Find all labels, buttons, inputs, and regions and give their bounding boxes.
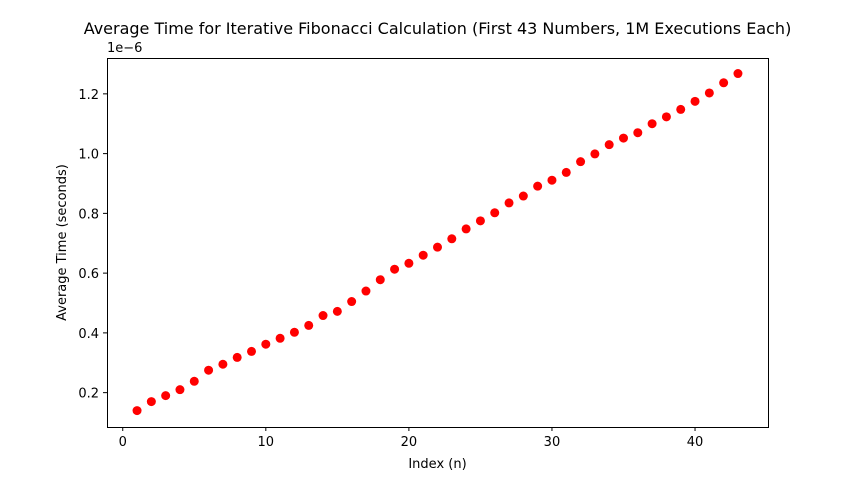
data-point	[189, 376, 199, 386]
data-point	[618, 133, 628, 143]
x-axis-label: Index (n)	[408, 457, 466, 472]
data-point	[404, 258, 414, 268]
y-axis-label: Average Time (seconds)	[55, 164, 70, 321]
data-point	[175, 385, 185, 395]
data-point	[232, 352, 242, 362]
data-point	[719, 78, 729, 88]
data-point	[633, 128, 643, 138]
data-point	[690, 96, 700, 106]
data-point	[676, 104, 686, 114]
data-point	[647, 119, 657, 129]
data-point	[561, 167, 571, 177]
x-tick-label: 20	[401, 435, 418, 450]
data-point	[518, 191, 528, 201]
data-point	[304, 320, 314, 330]
y-tick-label: 0.6	[78, 267, 99, 282]
data-point	[661, 112, 671, 122]
y-tick-label: 1.2	[78, 88, 99, 103]
data-point	[247, 346, 257, 356]
data-points	[132, 69, 743, 416]
chart-title: Average Time for Iterative Fibonacci Cal…	[84, 19, 792, 38]
data-point	[504, 198, 514, 208]
y-axis-offset-label: 1e−6	[107, 41, 142, 56]
y-tick-label: 0.8	[78, 207, 99, 222]
data-point	[204, 365, 214, 375]
y-tick-label: 1.0	[78, 148, 99, 163]
plot-frame	[107, 58, 769, 428]
y-tick-label: 0.4	[78, 327, 99, 342]
data-point	[490, 208, 500, 218]
data-point	[590, 149, 600, 159]
data-point	[576, 157, 586, 167]
data-point	[132, 406, 142, 416]
data-point	[733, 69, 743, 79]
data-point	[704, 88, 714, 98]
data-point	[275, 333, 285, 343]
data-point	[475, 216, 485, 226]
data-point	[289, 327, 299, 337]
y-axis-ticks: 0.2 0.4 0.6 0.8 1.0 1.2	[78, 88, 107, 402]
x-tick-label: 40	[687, 435, 704, 450]
data-point	[361, 286, 371, 296]
data-point	[461, 224, 471, 234]
data-point	[418, 250, 428, 260]
data-point	[447, 234, 457, 244]
data-point	[332, 306, 342, 316]
x-tick-label: 30	[544, 435, 561, 450]
data-point	[604, 140, 614, 150]
data-point	[146, 397, 156, 407]
data-point	[433, 242, 442, 252]
data-point	[390, 264, 400, 274]
x-tick-label: 0	[119, 435, 127, 450]
data-point	[347, 297, 357, 307]
data-point	[218, 359, 228, 369]
data-point	[375, 275, 385, 285]
data-point	[318, 311, 328, 321]
x-axis-ticks: 0 10 20 30 40	[119, 427, 704, 450]
data-point	[161, 391, 171, 401]
x-tick-label: 10	[258, 435, 275, 450]
data-point	[533, 181, 543, 191]
data-point	[547, 175, 557, 185]
y-tick-label: 0.2	[78, 387, 99, 402]
data-point	[261, 339, 271, 349]
